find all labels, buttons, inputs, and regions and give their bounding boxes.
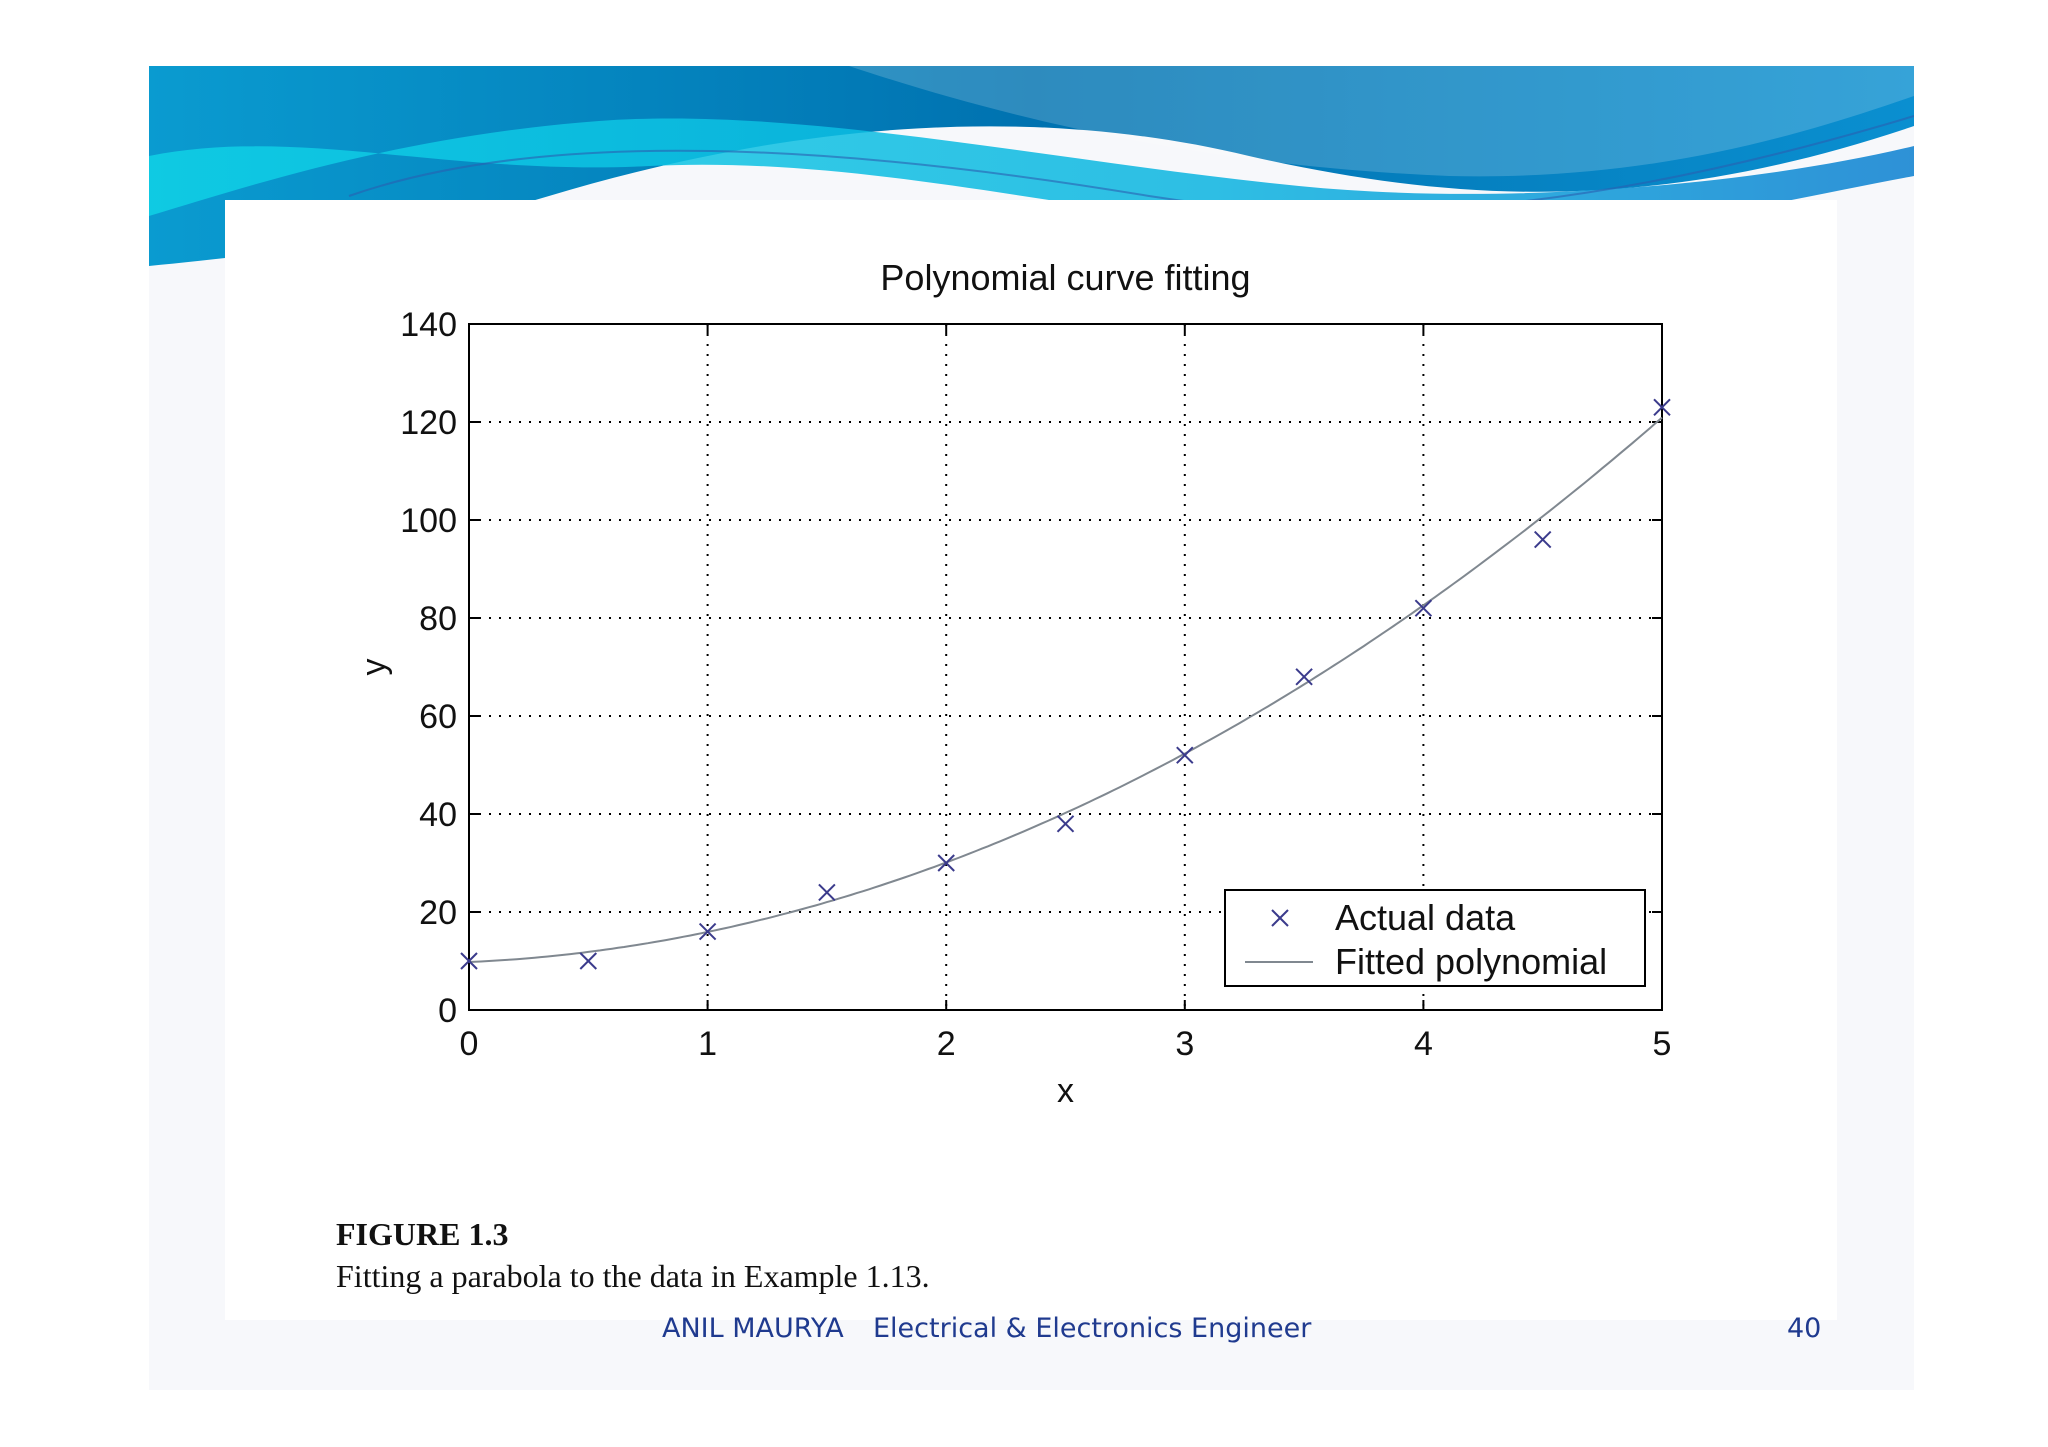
data-point-marker	[937, 854, 955, 872]
data-point-marker	[698, 922, 717, 941]
legend-marker-x	[1271, 909, 1289, 927]
figure-caption-title: FIGURE 1.3	[336, 1216, 509, 1252]
y-tick-label: 100	[400, 502, 457, 540]
page-number: 40	[1787, 1313, 1822, 1344]
polynomial-chart: 0 1 2 3 4 5 0 20 40 60 80 100 120 140 Polynomial curve…	[355, 257, 1672, 1110]
slide: 0 1 2 3 4 5 0 20 40 60 80 100 120 140 Polynomial curve…	[149, 66, 1914, 1390]
y-tick-label: 20	[419, 894, 457, 932]
footer-author: ANIL MAURYA	[662, 1313, 844, 1344]
banner-thin-line	[348, 115, 1914, 213]
figure-panel: 0 1 2 3 4 5 0 20 40 60 80 100 120 140 Polynomial curve…	[225, 200, 1837, 1320]
data-point-marker	[1414, 599, 1433, 617]
y-tick-label: 140	[400, 306, 457, 344]
y-tick-label: 0	[438, 992, 457, 1030]
x-tick-label: 3	[1175, 1025, 1194, 1063]
x-tick-label: 4	[1414, 1025, 1433, 1063]
footer-role: Electrical & Electronics Engineer	[873, 1313, 1312, 1344]
data-point-marker	[1533, 530, 1552, 549]
y-tick-label: 60	[419, 698, 457, 736]
legend-label-fitted: Fitted polynomial	[1335, 941, 1607, 982]
data-point-marker	[818, 883, 836, 902]
y-axis-label: y	[355, 659, 393, 676]
legend-label-actual: Actual data	[1335, 897, 1516, 938]
x-tick-label: 1	[698, 1025, 717, 1063]
x-tick-label: 5	[1653, 1025, 1672, 1063]
chart-title: Polynomial curve fitting	[880, 257, 1250, 298]
plot-frame	[468, 323, 1663, 1011]
x-tick-label: 0	[460, 1025, 479, 1063]
x-axis-label: x	[1057, 1072, 1074, 1110]
banner-highlight	[849, 66, 1914, 177]
data-point-marker	[579, 952, 598, 970]
banner-wave-back	[149, 66, 1914, 266]
data-point-marker	[1056, 815, 1075, 833]
data-point-marker	[1176, 746, 1194, 764]
y-tick-label: 40	[419, 796, 457, 834]
data-point-marker	[1295, 668, 1313, 686]
legend-box	[1224, 889, 1646, 987]
fitted-polynomial-line	[468, 416, 1663, 963]
y-tick-label: 80	[419, 600, 457, 638]
data-point-marker	[1653, 398, 1671, 417]
y-tick-label: 120	[400, 404, 457, 442]
figure-caption-text: Fitting a parabola to the data in Exampl…	[336, 1258, 930, 1294]
x-tick-label: 2	[937, 1025, 956, 1063]
data-point-marker	[460, 952, 478, 970]
